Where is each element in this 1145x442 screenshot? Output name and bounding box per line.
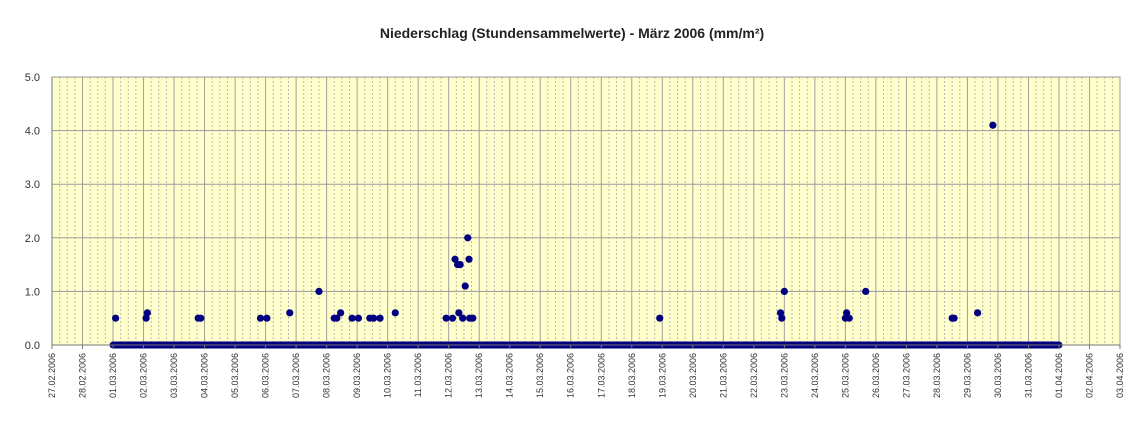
x-tick-label: 28.02.2006 [78,353,88,398]
y-tick-label: 0.0 [25,340,40,352]
data-point [442,314,450,322]
data-point [843,309,851,317]
x-tick-label: 27.02.2006 [47,353,57,398]
y-tick-label: 1.0 [25,286,40,298]
data-point [469,314,477,322]
x-tick-label: 20.03.2006 [688,353,698,398]
x-axis: 27.02.2006 28.02.2006 01.03.2006 02.03.2006… [47,344,1125,398]
data-point [354,314,363,322]
data-point [197,314,205,322]
data-point [974,309,982,317]
data-point [455,309,463,317]
x-tick-label: 23.03.2006 [779,353,789,398]
data-point [464,234,472,242]
x-tick-label: 02.04.2006 [1084,353,1094,398]
x-tick-label: 31.03.2006 [1023,353,1033,398]
y-tick-label: 3.0 [25,179,40,191]
data-point [256,314,265,322]
data-point [461,282,469,290]
data-point [780,287,788,295]
x-tick-label: 25.03.2006 [840,353,850,398]
x-tick-label: 12.03.2006 [444,353,454,398]
data-point [465,255,473,263]
x-tick-label: 27.03.2006 [901,353,911,398]
x-tick-label: 09.03.2006 [352,353,362,398]
data-point [348,314,356,322]
data-point [370,314,378,322]
data-points [111,121,997,322]
x-tick-label: 11.03.2006 [413,353,423,397]
x-tick-label: 15.03.2006 [535,353,545,398]
data-point [950,314,958,322]
x-tick-label: 28.03.2006 [932,353,942,398]
data-point [286,309,294,317]
y-tick-label: 4.0 [25,126,40,138]
x-tick-label: 08.03.2006 [322,353,332,398]
data-point [391,309,399,317]
y-axis: 0.0 1.0 2.0 3.0 4.0 5.0 [25,72,53,352]
data-point [456,261,464,269]
data-point [862,287,870,295]
x-tick-label: 05.03.2006 [230,353,240,398]
data-point [315,287,323,295]
x-tick-label: 07.03.2006 [291,353,301,398]
data-point [111,314,120,322]
x-tick-label: 13.03.2006 [474,353,484,398]
x-tick-label: 16.03.2006 [566,353,576,398]
data-point [333,314,341,322]
grid-lines [51,76,1121,346]
x-tick-label: 06.03.2006 [261,353,271,398]
data-point [459,314,467,322]
data-point [778,314,786,322]
x-tick-label: 19.03.2006 [657,353,667,398]
x-tick-label: 01.03.2006 [108,353,118,398]
x-tick-label: 21.03.2006 [718,353,728,398]
y-tick-label: 5.0 [25,72,40,84]
data-point [656,314,664,322]
y-tick-label: 2.0 [25,233,40,245]
x-tick-label: 17.03.2006 [596,353,606,398]
x-tick-label: 04.03.2006 [200,353,210,398]
x-tick-label: 22.03.2006 [749,353,759,398]
data-point [448,314,457,322]
data-point [143,309,151,317]
x-tick-label: 01.04.2006 [1054,353,1064,398]
x-tick-label: 26.03.2006 [871,353,881,398]
data-point [451,255,459,263]
data-point [376,314,384,322]
chart-title: Niederschlag (Stundensammelwerte) - März… [380,25,764,41]
x-tick-label: 29.03.2006 [962,353,972,398]
x-tick-label: 02.03.2006 [139,353,149,398]
x-tick-label: 18.03.2006 [627,353,637,398]
data-point [845,314,853,322]
x-tick-label: 03.03.2006 [169,353,179,398]
data-point [989,121,997,129]
x-tick-label: 24.03.2006 [810,353,820,398]
data-point [263,314,271,322]
x-tick-label: 10.03.2006 [383,353,393,398]
x-tick-label: 03.04.2006 [1115,353,1125,398]
data-point [337,309,345,317]
x-tick-label: 14.03.2006 [505,353,515,398]
x-tick-label: 30.03.2006 [993,353,1003,398]
